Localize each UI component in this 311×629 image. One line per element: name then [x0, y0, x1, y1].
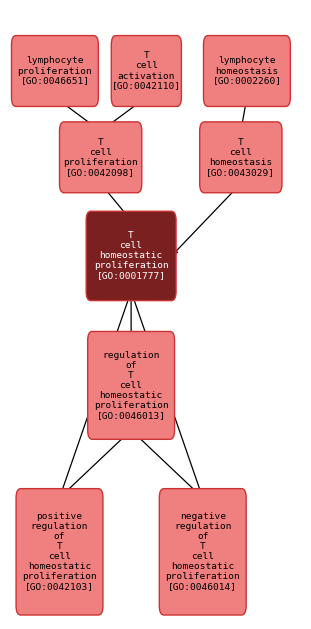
FancyBboxPatch shape: [12, 36, 98, 106]
FancyBboxPatch shape: [16, 489, 103, 615]
Text: regulation
of
T
cell
homeostatic
proliferation
[GO:0046013]: regulation of T cell homeostatic prolife…: [94, 351, 169, 420]
FancyBboxPatch shape: [88, 331, 174, 439]
FancyBboxPatch shape: [200, 122, 282, 192]
Text: T
cell
activation
[GO:0042110]: T cell activation [GO:0042110]: [112, 52, 181, 91]
FancyBboxPatch shape: [203, 36, 290, 106]
FancyBboxPatch shape: [159, 489, 246, 615]
Text: positive
regulation
of
T
cell
homeostatic
proliferation
[GO:0042103]: positive regulation of T cell homeostati…: [22, 512, 97, 591]
Text: lymphocyte
homeostasis
[GO:0002260]: lymphocyte homeostasis [GO:0002260]: [212, 57, 281, 86]
Text: lymphocyte
proliferation
[GO:0046651]: lymphocyte proliferation [GO:0046651]: [17, 57, 92, 86]
FancyBboxPatch shape: [86, 211, 176, 301]
FancyBboxPatch shape: [59, 122, 142, 192]
Text: T
cell
proliferation
[GO:0042098]: T cell proliferation [GO:0042098]: [63, 138, 138, 177]
FancyBboxPatch shape: [111, 36, 181, 106]
Text: negative
regulation
of
T
cell
homeostatic
proliferation
[GO:0046014]: negative regulation of T cell homeostati…: [165, 512, 240, 591]
Text: T
cell
homeostatic
proliferation
[GO:0001777]: T cell homeostatic proliferation [GO:000…: [94, 231, 169, 281]
Text: T
cell
homeostasis
[GO:0043029]: T cell homeostasis [GO:0043029]: [206, 138, 275, 177]
